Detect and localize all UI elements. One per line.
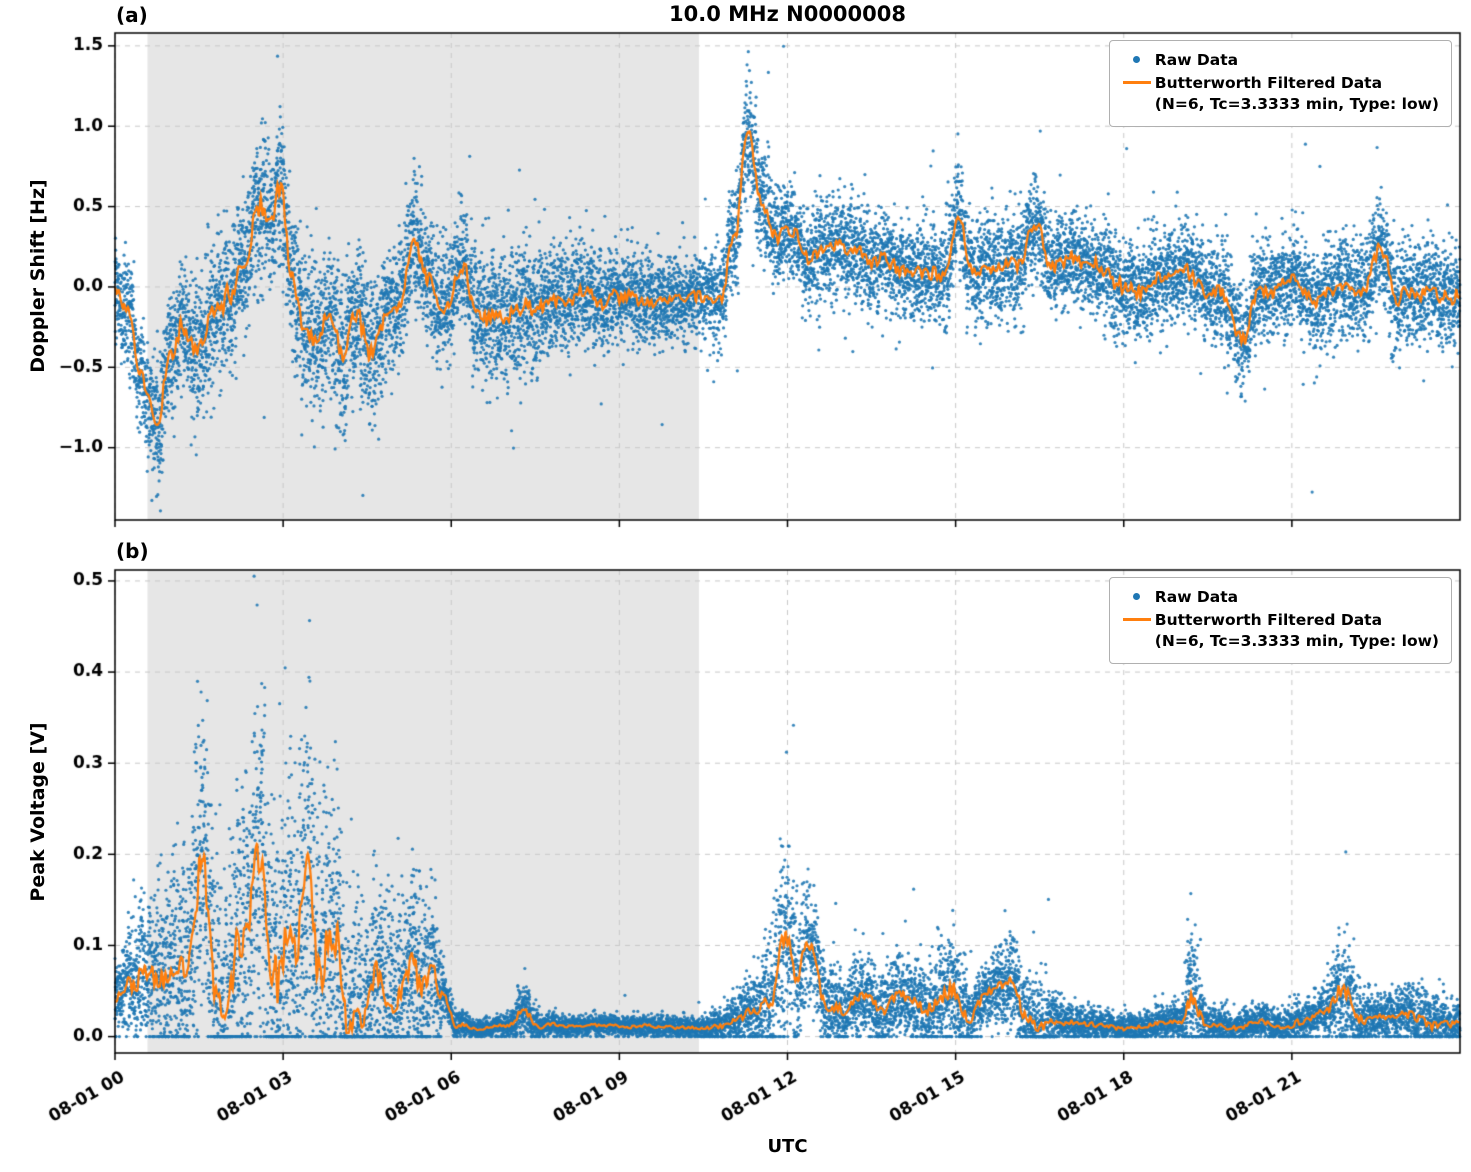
legend-raw-label: Raw Data: [1154, 588, 1239, 606]
filtered-line-icon: [1122, 617, 1151, 621]
legend-filtered-label: Butterworth Filtered Data: [1154, 610, 1383, 629]
legend-marker-cell: [1119, 587, 1155, 600]
raw-data-dot-icon: [1133, 593, 1141, 600]
legend-filtered-params: (N=6, Tc=3.3333 min, Type: low): [1154, 631, 1439, 650]
legend-row-raw: Raw Data: [1119, 587, 1439, 608]
legend-marker-cell: [1119, 50, 1155, 63]
legend-panel-b: Raw Data Butterworth Filtered Data (N=6, …: [1108, 577, 1452, 664]
filtered-line-icon: [1122, 80, 1151, 84]
legend-filtered-params: (N=6, Tc=3.3333 min, Type: low): [1154, 94, 1439, 113]
legend-filtered-text: Butterworth Filtered Data (N=6, Tc=3.3333…: [1155, 610, 1439, 652]
legend-marker-cell: [1119, 73, 1155, 84]
legend-panel-a: Raw Data Butterworth Filtered Data (N=6, …: [1108, 40, 1452, 127]
legend-row-filtered: Butterworth Filtered Data (N=6, Tc=3.3333…: [1119, 610, 1439, 652]
legend-filtered-label: Butterworth Filtered Data: [1154, 73, 1383, 92]
legend-raw-label: Raw Data: [1154, 51, 1239, 69]
legend-filtered-text: Butterworth Filtered Data (N=6, Tc=3.3333…: [1155, 73, 1439, 115]
legend-marker-cell: [1119, 610, 1155, 621]
raw-data-dot-icon: [1133, 56, 1141, 63]
legend-row-filtered: Butterworth Filtered Data (N=6, Tc=3.3333…: [1119, 73, 1439, 115]
legend-row-raw: Raw Data: [1119, 50, 1439, 71]
